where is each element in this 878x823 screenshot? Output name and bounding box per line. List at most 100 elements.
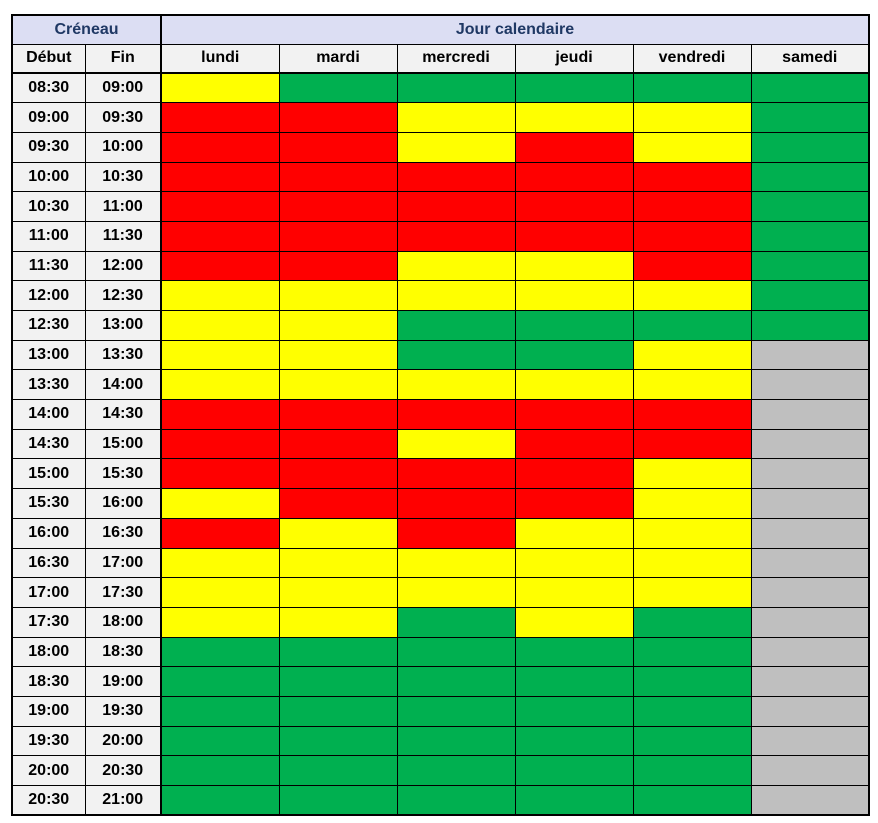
day-header-samedi: samedi bbox=[750, 43, 870, 74]
time-end-cell: 19:00 bbox=[84, 666, 162, 697]
slot-cell-jeudi-19:00 bbox=[514, 695, 634, 727]
day-header-lundi: lundi bbox=[160, 43, 280, 74]
time-start-cell: 10:30 bbox=[11, 191, 86, 222]
slot-cell-mercredi-20:00 bbox=[396, 755, 516, 786]
time-start-cell: 14:00 bbox=[11, 399, 86, 430]
slot-cell-mardi-11:30 bbox=[278, 250, 398, 282]
slot-cell-jeudi-11:00 bbox=[514, 220, 634, 252]
slot-cell-samedi-12:30 bbox=[750, 310, 870, 341]
time-start-cell: 12:00 bbox=[11, 280, 86, 311]
slot-cell-lundi-13:00 bbox=[160, 339, 280, 371]
slot-cell-lundi-09:30 bbox=[160, 131, 280, 163]
schedule-table: Créneau Jour calendaire Début Fin lundi m… bbox=[11, 14, 870, 817]
time-end-cell: 10:00 bbox=[84, 131, 162, 163]
time-start-cell: 19:00 bbox=[11, 695, 86, 727]
slot-cell-mardi-12:00 bbox=[278, 280, 398, 311]
slot-cell-mardi-15:30 bbox=[278, 488, 398, 519]
slot-cell-mercredi-19:30 bbox=[396, 725, 516, 757]
slot-cell-mardi-09:00 bbox=[278, 102, 398, 133]
slot-cell-lundi-10:00 bbox=[160, 161, 280, 193]
time-start-cell: 14:30 bbox=[11, 428, 86, 460]
slot-cell-mardi-17:00 bbox=[278, 577, 398, 608]
slot-cell-vendredi-10:00 bbox=[632, 161, 752, 193]
slot-cell-mercredi-17:30 bbox=[396, 606, 516, 638]
day-header-mardi: mardi bbox=[278, 43, 398, 74]
day-header-jeudi: jeudi bbox=[514, 43, 634, 74]
slot-cell-mardi-09:30 bbox=[278, 131, 398, 163]
schedule-row: 17:00 17:30 bbox=[11, 577, 870, 608]
slot-cell-jeudi-16:30 bbox=[514, 547, 634, 579]
slot-cell-vendredi-09:30 bbox=[632, 131, 752, 163]
slot-cell-jeudi-10:00 bbox=[514, 161, 634, 193]
slot-cell-vendredi-17:30 bbox=[632, 606, 752, 638]
schedule-row: 13:30 14:00 bbox=[11, 369, 870, 401]
slot-cell-vendredi-08:30 bbox=[632, 72, 752, 104]
schedule-row: 15:00 15:30 bbox=[11, 458, 870, 490]
slot-cell-lundi-14:30 bbox=[160, 428, 280, 460]
time-start-cell: 18:30 bbox=[11, 666, 86, 697]
slot-cell-jeudi-13:00 bbox=[514, 339, 634, 371]
slot-cell-lundi-15:00 bbox=[160, 458, 280, 490]
slot-cell-jeudi-18:00 bbox=[514, 636, 634, 668]
slot-cell-jeudi-12:00 bbox=[514, 280, 634, 311]
schedule-row: 09:00 09:30 bbox=[11, 102, 870, 133]
slot-cell-mercredi-11:00 bbox=[396, 220, 516, 252]
slot-cell-mercredi-16:00 bbox=[396, 517, 516, 549]
time-start-cell: 15:30 bbox=[11, 488, 86, 519]
slot-cell-mercredi-09:00 bbox=[396, 102, 516, 133]
slot-cell-samedi-10:30 bbox=[750, 191, 870, 222]
time-end-cell: 12:00 bbox=[84, 250, 162, 282]
time-end-cell: 15:00 bbox=[84, 428, 162, 460]
slot-cell-jeudi-15:30 bbox=[514, 488, 634, 519]
schedule-row: 08:30 09:00 bbox=[11, 72, 870, 104]
slot-cell-mardi-16:30 bbox=[278, 547, 398, 579]
time-start-cell: 16:00 bbox=[11, 517, 86, 549]
slot-cell-jeudi-09:30 bbox=[514, 131, 634, 163]
slot-cell-vendredi-19:00 bbox=[632, 695, 752, 727]
slot-cell-lundi-19:30 bbox=[160, 725, 280, 757]
slot-cell-mercredi-10:00 bbox=[396, 161, 516, 193]
slot-cell-mercredi-20:30 bbox=[396, 785, 516, 816]
slot-cell-samedi-09:00 bbox=[750, 102, 870, 133]
slot-cell-mardi-20:00 bbox=[278, 755, 398, 786]
time-start-cell: 13:30 bbox=[11, 369, 86, 401]
slot-cell-vendredi-16:00 bbox=[632, 517, 752, 549]
slot-cell-jeudi-11:30 bbox=[514, 250, 634, 282]
slot-cell-lundi-08:30 bbox=[160, 72, 280, 104]
time-start-cell: 19:30 bbox=[11, 725, 86, 757]
slot-cell-samedi-19:30 bbox=[750, 725, 870, 757]
slot-cell-mardi-11:00 bbox=[278, 220, 398, 252]
slot-cell-mercredi-11:30 bbox=[396, 250, 516, 282]
slot-cell-jeudi-20:00 bbox=[514, 755, 634, 786]
slot-cell-lundi-12:00 bbox=[160, 280, 280, 311]
slot-cell-mercredi-08:30 bbox=[396, 72, 516, 104]
slot-cell-vendredi-19:30 bbox=[632, 725, 752, 757]
slot-cell-mardi-13:30 bbox=[278, 369, 398, 401]
slot-cell-vendredi-18:30 bbox=[632, 666, 752, 697]
slot-cell-samedi-09:30 bbox=[750, 131, 870, 163]
slot-cell-mercredi-18:30 bbox=[396, 666, 516, 697]
slot-cell-mardi-08:30 bbox=[278, 72, 398, 104]
schedule-row: 19:00 19:30 bbox=[11, 695, 870, 727]
slot-cell-jeudi-18:30 bbox=[514, 666, 634, 697]
slot-cell-mercredi-10:30 bbox=[396, 191, 516, 222]
slot-cell-jeudi-09:00 bbox=[514, 102, 634, 133]
slot-cell-mardi-10:00 bbox=[278, 161, 398, 193]
slot-cell-samedi-16:30 bbox=[750, 547, 870, 579]
jour-calendaire-header: Jour calendaire bbox=[160, 14, 870, 45]
schedule-row: 16:30 17:00 bbox=[11, 547, 870, 579]
slot-cell-mercredi-19:00 bbox=[396, 695, 516, 727]
time-end-cell: 14:00 bbox=[84, 369, 162, 401]
slot-cell-samedi-13:00 bbox=[750, 339, 870, 371]
schedule-row: 12:00 12:30 bbox=[11, 280, 870, 311]
slot-cell-lundi-17:30 bbox=[160, 606, 280, 638]
slot-cell-jeudi-13:30 bbox=[514, 369, 634, 401]
time-start-cell: 16:30 bbox=[11, 547, 86, 579]
slot-cell-lundi-11:30 bbox=[160, 250, 280, 282]
slot-cell-vendredi-12:00 bbox=[632, 280, 752, 311]
time-start-cell: 08:30 bbox=[11, 72, 86, 104]
slot-cell-lundi-11:00 bbox=[160, 220, 280, 252]
time-end-cell: 15:30 bbox=[84, 458, 162, 490]
time-end-cell: 20:30 bbox=[84, 755, 162, 786]
